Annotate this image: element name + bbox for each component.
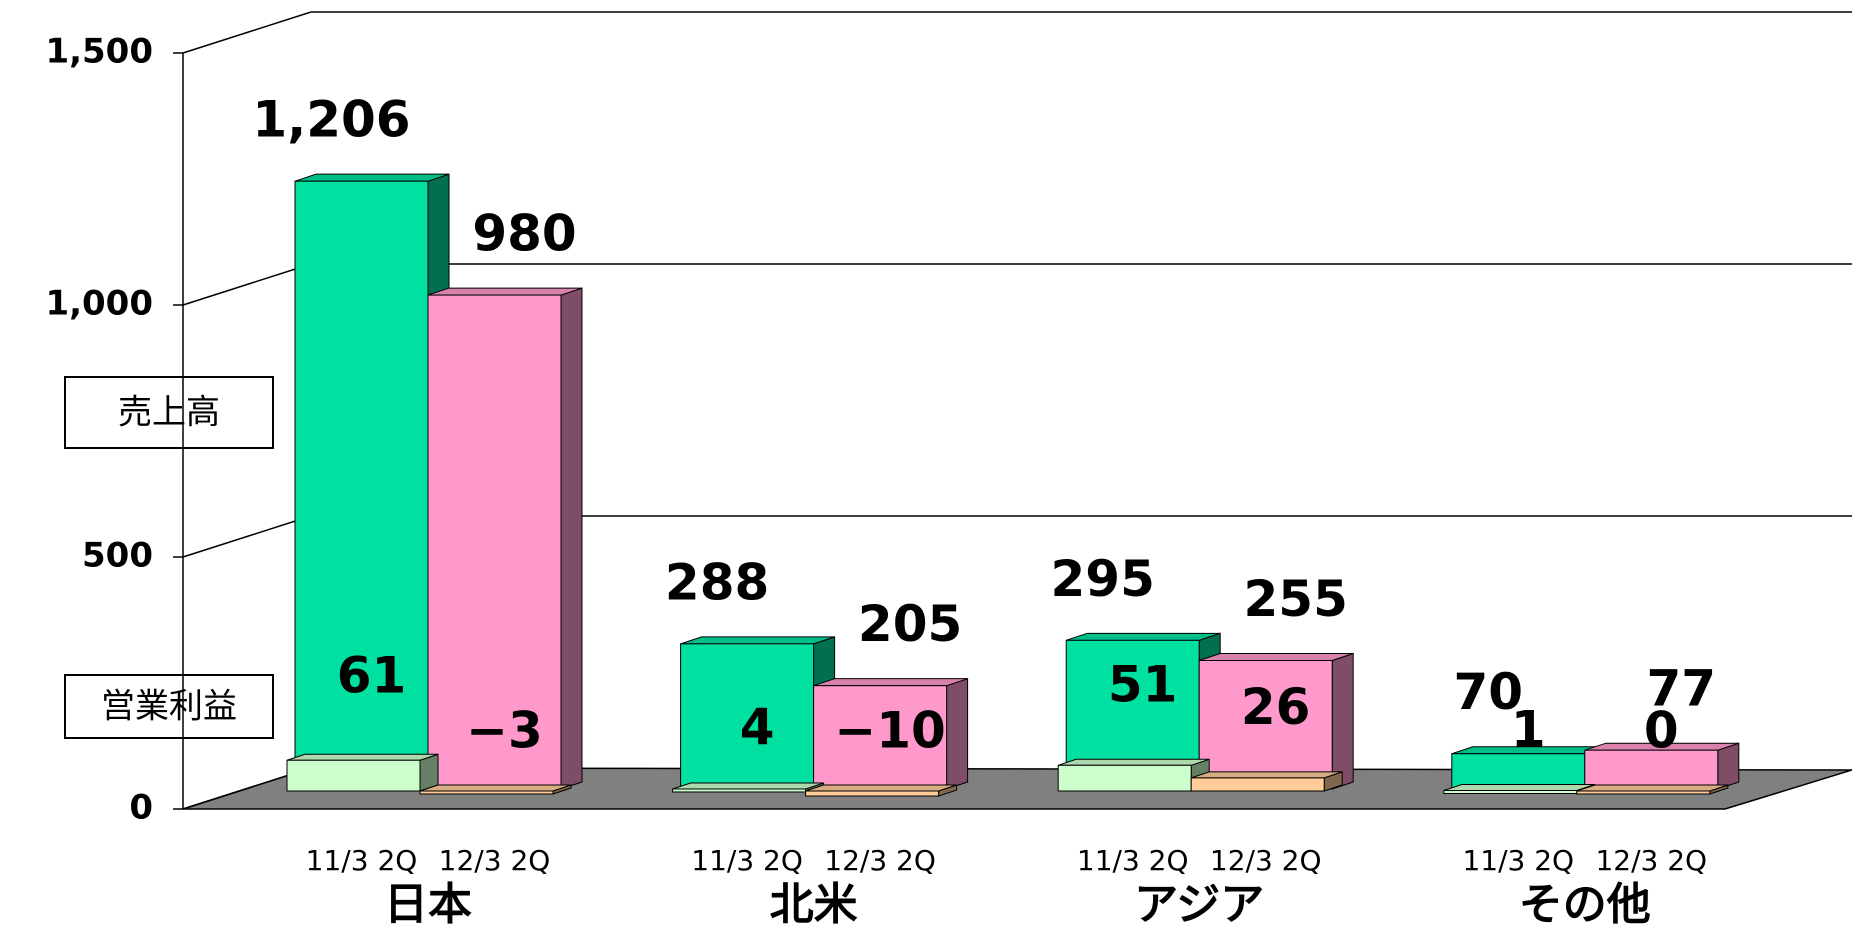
value-label: 255 — [1244, 570, 1348, 628]
bar — [1584, 749, 1719, 790]
x-sub-label: 11/3 2Q — [1077, 844, 1189, 877]
value-label: 295 — [1051, 550, 1155, 608]
bar — [427, 294, 562, 790]
x-sub-label: 12/3 2Q — [1595, 844, 1707, 877]
value-label: 205 — [858, 595, 962, 653]
bar — [805, 790, 940, 797]
grid-line — [182, 263, 312, 306]
y-tick-label: 1,000 — [45, 284, 153, 324]
x-sub-label: 12/3 2Q — [1210, 844, 1322, 877]
bar-top — [427, 287, 583, 296]
bar-top — [1058, 758, 1210, 766]
value-label: 4 — [740, 698, 775, 756]
bar — [1190, 777, 1325, 792]
bar-side — [1717, 742, 1740, 790]
bar — [294, 180, 429, 790]
bar — [680, 643, 815, 790]
bar-side — [946, 677, 969, 790]
bar-top — [419, 784, 572, 792]
legend-box — [64, 674, 274, 739]
y-tick-label: 500 — [82, 536, 153, 576]
value-label: 288 — [665, 553, 769, 611]
value-label: 26 — [1241, 678, 1311, 736]
legend-label: 営業利益 — [101, 687, 237, 727]
bar-top — [294, 173, 450, 182]
value-label: 77 — [1647, 660, 1717, 718]
bar-side — [560, 287, 583, 790]
bar — [286, 759, 421, 792]
bar-top — [1191, 771, 1343, 779]
value-label: −3 — [466, 702, 543, 760]
bar-top — [813, 678, 968, 687]
bar-top — [805, 784, 957, 792]
value-label: 51 — [1108, 656, 1178, 714]
x-sub-label: 12/3 2Q — [439, 844, 551, 877]
y-tick-label: 0 — [129, 788, 153, 828]
bar-top — [1576, 784, 1728, 792]
x-sub-label: 12/3 2Q — [824, 844, 936, 877]
y-tick-label: 1,500 — [45, 32, 153, 72]
bar-top — [672, 782, 824, 790]
x-tick-label: その他 — [1519, 879, 1651, 930]
x-tick-label: 北米 — [770, 879, 858, 930]
bar — [813, 685, 948, 790]
x-sub-label: 11/3 2Q — [306, 844, 418, 877]
bar-top — [680, 636, 835, 645]
bar-top — [1066, 632, 1221, 641]
bar-top — [1443, 783, 1595, 791]
bar — [672, 788, 807, 793]
bar — [1451, 753, 1586, 790]
bar-top — [1199, 652, 1354, 661]
value-label: 61 — [337, 647, 407, 705]
value-label: −10 — [834, 702, 945, 760]
bar-top — [286, 753, 439, 761]
plot: 0 500 1,000 1,500 1,206 11/3 2Q 980 12/3 2Q 61 −3… — [45, 11, 1852, 930]
value-label: 980 — [472, 205, 576, 263]
value-label: 1,206 — [252, 91, 410, 149]
bar — [419, 790, 554, 795]
grid-line — [182, 515, 312, 558]
bar-side — [1331, 652, 1354, 790]
legend-box — [64, 376, 274, 449]
bar — [1198, 659, 1333, 790]
bar — [1057, 764, 1192, 792]
bar — [1576, 790, 1711, 795]
x-tick-label: アジア — [1134, 879, 1264, 930]
legend-label: 売上高 — [118, 393, 220, 433]
value-label: 70 — [1454, 663, 1524, 721]
x-tick-label: 日本 — [384, 879, 472, 930]
value-label: 1 — [1511, 701, 1546, 759]
grid-line — [182, 11, 312, 54]
x-sub-label: 11/3 2Q — [691, 844, 803, 877]
bar — [1443, 789, 1578, 794]
x-sub-label: 11/3 2Q — [1462, 844, 1574, 877]
value-label: 0 — [1644, 702, 1679, 760]
